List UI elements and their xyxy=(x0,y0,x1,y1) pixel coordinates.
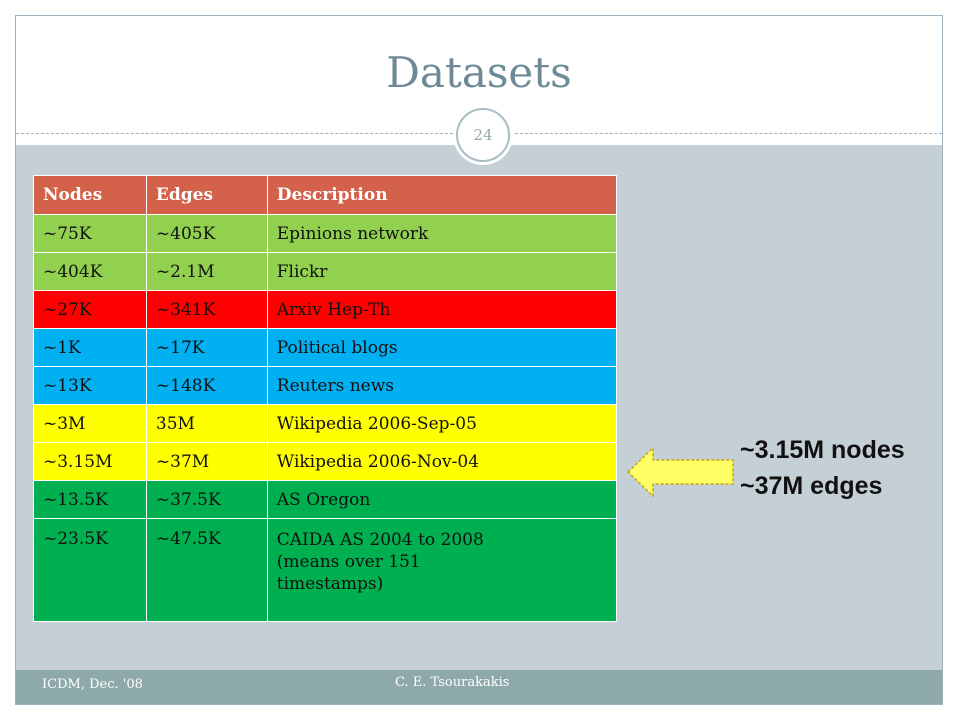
cell-nodes: ~404K xyxy=(33,252,147,291)
header-description: Description xyxy=(266,175,618,215)
header-nodes: Nodes xyxy=(33,175,147,215)
cell-description: Reuters news xyxy=(266,366,618,405)
cell-nodes: ~75K xyxy=(33,214,147,253)
table-body: ~75K ~405K Epinions network ~404K ~2.1M Flick… xyxy=(33,214,618,622)
callout-text: ~3.15M nodes ~37M edges xyxy=(740,432,905,504)
cell-edges: ~341K xyxy=(145,290,268,329)
cell-edges: ~148K xyxy=(145,366,268,405)
footer-bar xyxy=(16,670,942,704)
cell-edges: ~405K xyxy=(145,214,268,253)
cell-description: Epinions network xyxy=(266,214,618,253)
table-row: ~1K ~17K Political blogs xyxy=(33,328,618,367)
header-edges: Edges xyxy=(145,175,268,215)
cell-nodes: ~27K xyxy=(33,290,147,329)
table-row: ~13K ~148K Reuters news xyxy=(33,366,618,405)
cell-description: Arxiv Hep-Th xyxy=(266,290,618,329)
callout-line-nodes: ~3.15M nodes xyxy=(740,436,905,464)
cell-edges: ~47.5K xyxy=(145,518,268,622)
cell-nodes: ~3M xyxy=(33,404,147,443)
cell-edges: ~17K xyxy=(145,328,268,367)
left-arrow-icon xyxy=(627,447,734,497)
cell-description: Political blogs xyxy=(266,328,618,367)
cell-description: AS Oregon xyxy=(266,480,618,519)
cell-nodes: ~3.15M xyxy=(33,442,147,481)
callout-line-edges: ~37M edges xyxy=(740,472,883,500)
cell-edges: ~37.5K xyxy=(145,480,268,519)
cell-description: Wikipedia 2006-Nov-04 xyxy=(266,442,618,481)
table-row: ~75K ~405K Epinions network xyxy=(33,214,618,253)
cell-description: Wikipedia 2006-Sep-05 xyxy=(266,404,618,443)
slide-title: Datasets xyxy=(386,48,572,97)
footer-author: C. E. Tsourakakis xyxy=(395,675,510,690)
datasets-table: Nodes Edges Description ~75K ~405K Epinion… xyxy=(33,175,618,622)
footer-conference: ICDM, Dec. '08 xyxy=(42,677,143,692)
cell-description: CAIDA AS 2004 to 2008 (means over 151 ti… xyxy=(266,518,618,622)
table-header-row: Nodes Edges Description xyxy=(33,175,618,215)
cell-nodes: ~23.5K xyxy=(33,518,147,622)
cell-edges: 35M xyxy=(145,404,268,443)
cell-nodes: ~1K xyxy=(33,328,147,367)
cell-nodes: ~13K xyxy=(33,366,147,405)
slide-number: 24 xyxy=(456,108,510,162)
table-row: ~13.5K ~37.5K AS Oregon xyxy=(33,480,618,519)
table-row: ~27K ~341K Arxiv Hep-Th xyxy=(33,290,618,329)
table-row: ~404K ~2.1M Flickr xyxy=(33,252,618,291)
cell-nodes: ~13.5K xyxy=(33,480,147,519)
table-row: ~3.15M ~37M Wikipedia 2006-Nov-04 xyxy=(33,442,618,481)
cell-edges: ~37M xyxy=(145,442,268,481)
table-row: ~23.5K ~47.5K CAIDA AS 2004 to 2008 (means… xyxy=(33,518,618,622)
table-row: ~3M 35M Wikipedia 2006-Sep-05 xyxy=(33,404,618,443)
cell-edges: ~2.1M xyxy=(145,252,268,291)
cell-description: Flickr xyxy=(266,252,618,291)
